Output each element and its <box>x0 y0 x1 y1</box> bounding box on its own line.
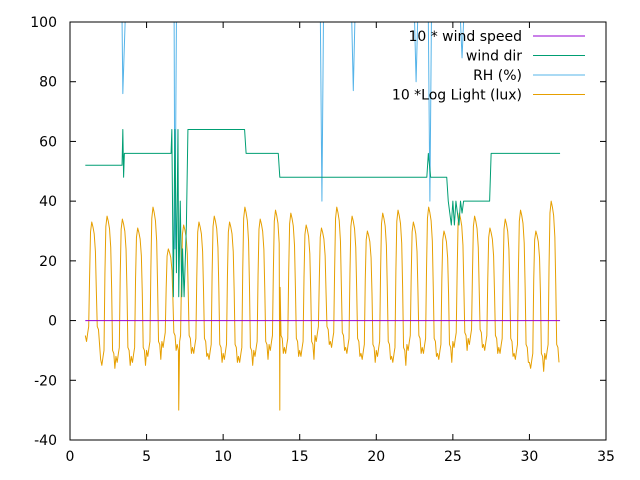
x-tick-label: 5 <box>142 449 151 465</box>
series-line-2 <box>121 21 465 250</box>
plot-frame <box>69 21 607 441</box>
series-line-1 <box>85 128 561 298</box>
y-tick-label: 20 <box>39 254 57 270</box>
y-tick-label: 0 <box>48 314 57 330</box>
x-tick-label: 15 <box>291 449 309 465</box>
legend-label: 10 * wind speed <box>408 29 522 45</box>
legend-label: 10 *Log Light (lux) <box>392 88 522 104</box>
legend: 10 * wind speed wind dir RH (%) 10 *Log Lig… <box>392 29 585 104</box>
x-tick-label: 25 <box>444 449 462 465</box>
x-tick-label: 0 <box>66 449 75 465</box>
x-tick-label: 10 <box>214 449 232 465</box>
legend-label: wind dir <box>466 49 522 65</box>
y-tick-label: -40 <box>34 433 57 449</box>
x-tick-label: 20 <box>367 449 385 465</box>
y-tick-label: 60 <box>39 134 57 150</box>
x-tick-label: 30 <box>521 449 539 465</box>
series-line-3 <box>84 200 560 411</box>
legend-label: RH (%) <box>473 68 522 84</box>
series-layer <box>84 21 561 411</box>
x-tick-label: 35 <box>597 449 615 465</box>
axis-layer: 0 5 10 15 20 25 30 35 -40 -20 0 20 40 60 80 100 <box>30 15 615 465</box>
y-tick-label: 40 <box>39 194 57 210</box>
y-tick-label: 100 <box>30 15 57 31</box>
y-tick-label: -20 <box>34 373 57 389</box>
y-tick-label: 80 <box>39 75 57 91</box>
